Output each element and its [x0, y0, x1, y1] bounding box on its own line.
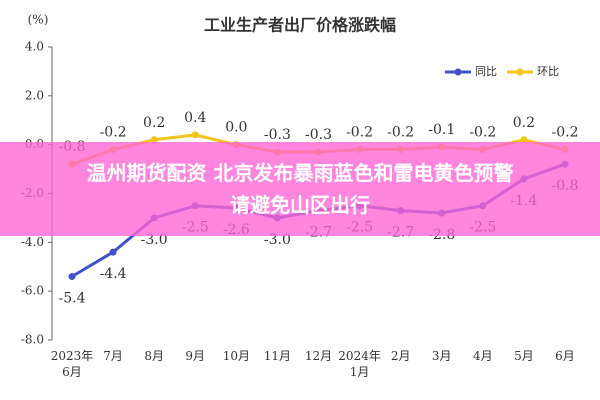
data-label: -4.4: [100, 266, 127, 282]
data-label: -5.4: [59, 291, 86, 307]
x-tick-label: 6月: [555, 349, 575, 363]
x-tick-label: 4月: [473, 349, 493, 363]
data-label: 0.0: [225, 120, 247, 136]
x-tick-label: 2024年 1月: [338, 349, 381, 379]
legend-label: 环比: [537, 65, 559, 78]
y-tick-label: 4.0: [25, 40, 44, 54]
data-label: 0.4: [184, 110, 206, 126]
y-tick-label: 2.0: [25, 88, 44, 102]
legend-label: 同比: [475, 65, 497, 78]
data-label: -0.2: [387, 125, 414, 141]
point: [191, 131, 199, 139]
x-tick-label: 11月: [263, 349, 292, 363]
chart-title: 工业生产者出厂价格涨跌幅: [204, 16, 396, 35]
x-tick-label: 3月: [431, 349, 452, 363]
data-label: -0.2: [346, 125, 373, 141]
data-label: -0.3: [305, 127, 332, 143]
x-tick-label: 12月: [304, 349, 333, 363]
data-label: -0.2: [552, 125, 579, 141]
data-label: 0.2: [513, 115, 535, 131]
x-tick-label: 2023年 6月: [50, 349, 94, 379]
legend-marker: [516, 68, 524, 76]
point: [150, 136, 158, 144]
banner: 温州期货配资 北京发布暴雨蓝色和雷电黄色预警 请避免山区出行: [0, 142, 600, 236]
data-label: -0.2: [100, 125, 127, 141]
x-tick-label: 5月: [514, 349, 534, 363]
x-tick-label: 7月: [103, 349, 123, 363]
data-label: -0.3: [264, 127, 291, 143]
point: [68, 273, 76, 281]
banner-line: 温州期货配资 北京发布暴雨蓝色和雷电黄色预警: [86, 161, 514, 185]
legend-marker: [454, 68, 462, 76]
y-tick-label: -8.0: [21, 333, 44, 347]
y-tick-label: -6.0: [21, 284, 44, 298]
x-tick-label: 9月: [185, 349, 206, 363]
y-axis-label: (%): [28, 13, 49, 27]
banner-line: 请避免山区出行: [230, 193, 370, 217]
x-tick-label: 10月: [222, 349, 250, 363]
point: [109, 248, 117, 256]
data-label: 0.2: [143, 115, 165, 131]
x-tick-label: 8月: [144, 349, 164, 363]
data-label: -0.1: [428, 122, 455, 138]
y-tick-label: -4.0: [21, 235, 44, 249]
data-label: -0.2: [469, 125, 496, 141]
point: [520, 136, 528, 144]
x-tick-label: 2月: [390, 349, 411, 363]
